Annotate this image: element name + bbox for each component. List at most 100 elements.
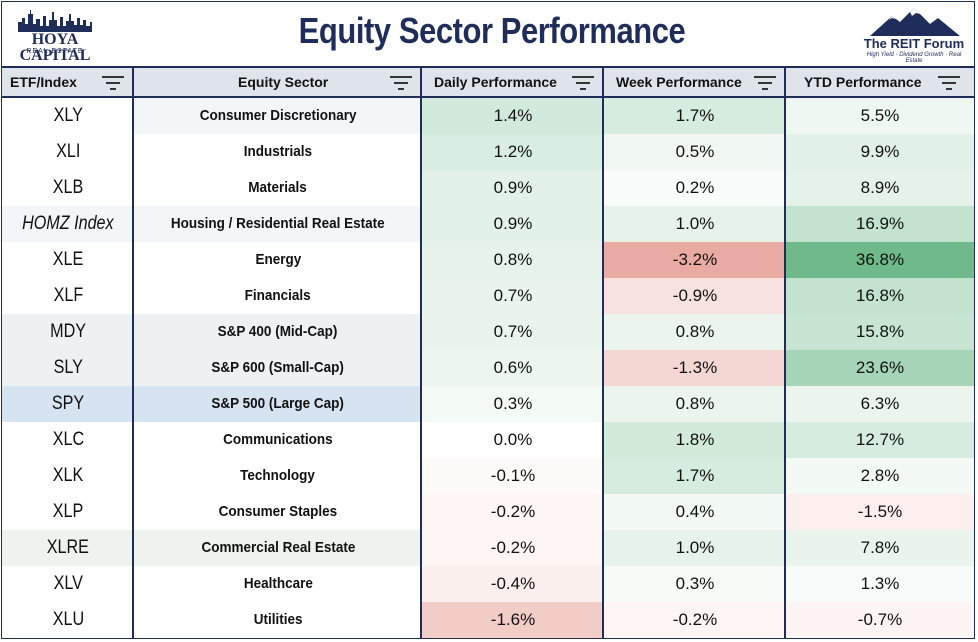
cell-ytd-performance: -0.7% <box>786 602 974 638</box>
cell-week-performance-text: 0.8% <box>675 394 715 413</box>
cell-week-performance: 0.5% <box>604 134 786 170</box>
cell-ytd-performance: 16.9% <box>786 206 974 242</box>
cell-daily-performance-text: 1.2% <box>493 142 533 161</box>
filter-icon[interactable] <box>938 76 960 90</box>
cell-sector: Consumer Staples <box>134 494 422 530</box>
table-row: XLC Communications 0.0% 1.8% 12.7% <box>2 422 974 458</box>
cell-sector-text: Materials <box>248 179 308 196</box>
cell-ytd-performance-text: 15.8% <box>855 322 905 341</box>
logo-right-name: The REIT Forum <box>863 36 965 51</box>
title-bar: HOYA CAPITAL REAL ESTATE Equity Sector P… <box>2 2 974 66</box>
logo-right-tagline: High Yield · Dividend Growth · Real Esta… <box>866 52 962 64</box>
cell-week-performance: 1.0% <box>604 530 786 566</box>
cell-sector: S&P 500 (Large Cap) <box>134 386 422 422</box>
cell-daily-performance: 0.0% <box>422 422 604 458</box>
filter-icon[interactable] <box>572 76 594 90</box>
table-header: ETF/Index Equity Sector Daily Performanc… <box>2 66 974 98</box>
cell-daily-performance-text: -1.6% <box>490 610 536 629</box>
cell-ytd-performance: 16.8% <box>786 278 974 314</box>
cell-sector-text: Communications <box>223 431 333 448</box>
cell-etf: XLC <box>2 422 134 458</box>
cell-etf: XLV <box>2 566 134 602</box>
cell-daily-performance-text: 0.9% <box>493 178 533 197</box>
column-header-etf-label: ETF/Index <box>10 74 77 90</box>
cell-daily-performance: 0.8% <box>422 242 604 278</box>
cell-ytd-performance-text: 16.9% <box>855 214 905 233</box>
cell-week-performance: -0.9% <box>604 278 786 314</box>
cell-week-performance: 0.3% <box>604 566 786 602</box>
cell-etf-text: XLB <box>52 177 84 198</box>
cell-etf: XLE <box>2 242 134 278</box>
cell-week-performance: -0.2% <box>604 602 786 638</box>
cell-daily-performance-text: 0.3% <box>493 394 533 413</box>
cell-ytd-performance-text: 1.3% <box>860 574 900 593</box>
cell-etf-text: SPY <box>51 393 85 414</box>
table-row: XLV Healthcare -0.4% 0.3% 1.3% <box>2 566 974 602</box>
column-divider <box>420 66 422 638</box>
column-divider <box>784 66 786 638</box>
cell-ytd-performance-text: -1.5% <box>857 502 903 521</box>
cell-daily-performance-text: 0.7% <box>493 286 533 305</box>
cell-etf-text: XLV <box>53 573 83 594</box>
cell-daily-performance: 0.6% <box>422 350 604 386</box>
cell-week-performance-text: -0.2% <box>672 610 718 629</box>
cell-etf-text: SLY <box>53 357 83 378</box>
table-row: MDY S&P 400 (Mid-Cap) 0.7% 0.8% 15.8% <box>2 314 974 350</box>
cell-ytd-performance-text: -0.7% <box>857 610 903 629</box>
logo-left-name: HOYA CAPITAL <box>19 31 91 64</box>
cell-daily-performance: -1.6% <box>422 602 604 638</box>
cell-sector: Financials <box>134 278 422 314</box>
cell-week-performance: 1.7% <box>604 98 786 134</box>
table-row: XLB Materials 0.9% 0.2% 8.9% <box>2 170 974 206</box>
cell-etf: XLB <box>2 170 134 206</box>
table-row: XLU Utilities -1.6% -0.2% -0.7% <box>2 602 974 638</box>
cell-week-performance-text: 0.3% <box>675 574 715 593</box>
table-row: XLRE Commercial Real Estate -0.2% 1.0% 7.8% <box>2 530 974 566</box>
page-title: Equity Sector Performance <box>298 10 686 51</box>
filter-icon[interactable] <box>390 76 412 90</box>
cell-etf-text: XLU <box>52 609 84 630</box>
cell-etf: XLY <box>2 98 134 134</box>
table-row: XLK Technology -0.1% 1.7% 2.8% <box>2 458 974 494</box>
cell-daily-performance: -0.2% <box>422 494 604 530</box>
column-header-week: Week Performance <box>604 68 786 96</box>
cell-daily-performance: -0.1% <box>422 458 604 494</box>
cell-daily-performance-text: -0.2% <box>490 538 536 557</box>
column-header-ytd: YTD Performance <box>786 68 974 96</box>
cell-sector: S&P 600 (Small-Cap) <box>134 350 422 386</box>
cell-ytd-performance: 12.7% <box>786 422 974 458</box>
cell-sector-text: Consumer Discretionary <box>199 107 357 124</box>
cell-week-performance: -3.2% <box>604 242 786 278</box>
cell-week-performance-text: -0.9% <box>672 286 718 305</box>
table-row: XLP Consumer Staples -0.2% 0.4% -1.5% <box>2 494 974 530</box>
cell-sector-text: Healthcare <box>243 575 313 592</box>
filter-icon[interactable] <box>102 76 124 90</box>
column-header-daily: Daily Performance <box>422 68 604 96</box>
cell-sector-text: Technology <box>240 467 316 484</box>
cell-etf-text: HOMZ Index <box>22 213 114 234</box>
cell-week-performance-text: 0.4% <box>675 502 715 521</box>
table-row: XLI Industrials 1.2% 0.5% 9.9% <box>2 134 974 170</box>
cell-week-performance-text: 0.2% <box>675 178 715 197</box>
logo-left-sub: REAL ESTATE <box>26 48 84 55</box>
cell-etf-text: XLC <box>52 429 84 450</box>
cell-etf-text: MDY <box>50 321 86 342</box>
cell-ytd-performance-text: 16.8% <box>855 286 905 305</box>
hoya-capital-logo: HOYA CAPITAL REAL ESTATE <box>16 8 94 64</box>
table-row: XLY Consumer Discretionary 1.4% 1.7% 5.5% <box>2 98 974 134</box>
cell-daily-performance: 0.9% <box>422 206 604 242</box>
column-header-daily-label: Daily Performance <box>434 74 557 90</box>
column-header-week-label: Week Performance <box>616 74 742 90</box>
cell-ytd-performance-text: 23.6% <box>855 358 905 377</box>
cell-ytd-performance-text: 6.3% <box>860 394 900 413</box>
cell-sector-text: Commercial Real Estate <box>201 539 355 556</box>
filter-icon[interactable] <box>754 76 776 90</box>
table-body: XLY Consumer Discretionary 1.4% 1.7% 5.5% XLI… <box>2 98 974 638</box>
cell-sector: Utilities <box>134 602 422 638</box>
cell-daily-performance-text: -0.2% <box>490 502 536 521</box>
cell-daily-performance: 1.4% <box>422 98 604 134</box>
cell-week-performance-text: 0.8% <box>675 322 715 341</box>
cell-sector-text: Utilities <box>253 611 303 628</box>
cell-sector: Healthcare <box>134 566 422 602</box>
